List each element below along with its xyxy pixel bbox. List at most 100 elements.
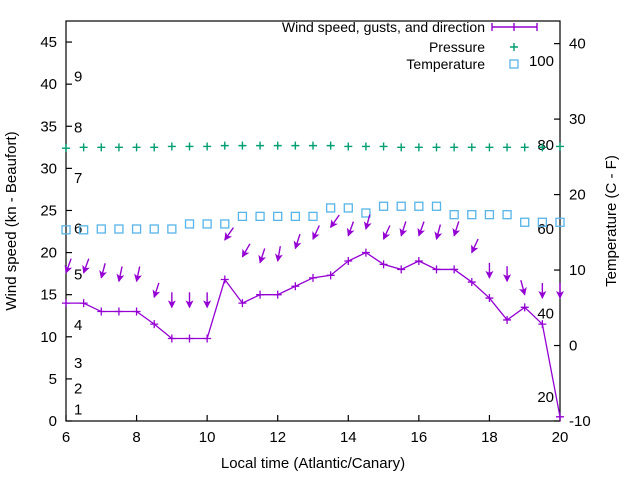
chart-legend: Wind speed, gusts, and direction Pressure…	[282, 19, 538, 72]
wind-speed-point	[503, 315, 512, 324]
wind-speed-point	[326, 271, 335, 280]
y-axis-tick-label: 0	[49, 413, 57, 430]
pressure-point	[556, 142, 564, 151]
wind-direction-arrow	[258, 248, 267, 264]
wind-direction-arrow	[399, 221, 408, 237]
temperature-point	[290, 211, 301, 222]
temperature-point	[431, 201, 442, 211]
pressure-point	[97, 143, 106, 152]
wind-speed-point	[344, 257, 353, 265]
wind-direction-arrow	[330, 214, 340, 229]
wind-speed-point	[238, 299, 247, 308]
wind-direction-arrow	[503, 266, 512, 283]
y2-axis-title: Temperature (C - F)	[603, 155, 620, 287]
wind-direction-arrow	[64, 258, 73, 274]
pressure-point	[291, 141, 300, 150]
pressure-point	[485, 143, 494, 152]
x-axis-tick-label: 12	[269, 429, 286, 446]
wind-speed-point	[150, 320, 159, 329]
wind-speed-point	[538, 320, 547, 329]
y-axis-tick-label: 20	[40, 245, 57, 262]
pressure-point	[397, 143, 406, 152]
x-axis-tick-label: 14	[340, 429, 357, 446]
x-axis-tick-label: 10	[199, 429, 216, 446]
x-axis-tick-label: 16	[411, 429, 428, 446]
wind-direction-arrow	[167, 292, 176, 309]
wind-speed-point	[132, 307, 141, 316]
wind-speed-point	[220, 275, 229, 284]
wind-direction-arrow	[152, 282, 161, 299]
x-axis-tick-label: 8	[132, 429, 140, 446]
temperature-point	[149, 224, 159, 234]
pressure-point	[414, 143, 423, 152]
pressure-point	[185, 142, 194, 151]
x-axis-tick-label: 6	[62, 429, 70, 446]
wind-speed-point	[556, 412, 564, 421]
wind-direction-arrow	[293, 233, 302, 250]
wind-direction-arrow	[185, 292, 194, 309]
fahrenheit-label: 60	[537, 221, 554, 238]
y2-axis-tick-label: 10	[569, 262, 586, 279]
beaufort-label: 1	[74, 401, 82, 418]
legend-marker-wind	[491, 23, 538, 31]
plot-border	[65, 20, 561, 422]
wind-direction-arrow	[417, 221, 426, 237]
wind-speed-point	[114, 307, 123, 316]
fahrenheit-label: 100	[529, 53, 554, 70]
wind-speed-point	[291, 282, 300, 291]
wind-speed-point	[203, 334, 212, 343]
temperature-point	[414, 201, 424, 211]
beaufort-label: 4	[74, 317, 82, 334]
temperature-point	[96, 224, 106, 234]
wind-speed-point	[414, 257, 423, 265]
y-axis-title: Wind speed (kn - Beaufort)	[3, 131, 20, 310]
pressure-point	[520, 143, 529, 152]
pressure-point	[150, 143, 159, 152]
pressure-point	[309, 141, 317, 150]
wind-direction-arrow	[99, 263, 107, 279]
wind-speed-point	[256, 290, 265, 299]
temperature-point	[167, 224, 177, 234]
wind-direction-arrow	[382, 225, 391, 241]
fahrenheit-label: 40	[537, 305, 554, 322]
temperature-point	[343, 203, 353, 213]
temperature-point	[255, 211, 265, 222]
y2-axis-tick-label: 30	[569, 111, 586, 128]
legend-marker-temperature	[509, 59, 519, 69]
wind-speed-point	[467, 278, 476, 287]
wind-speed-point	[309, 273, 317, 282]
temperature-series	[61, 201, 565, 235]
wind-speed-point	[485, 294, 494, 303]
wind-direction-arrow	[82, 258, 90, 274]
pressure-point	[379, 142, 388, 151]
beaufort-label: 5	[74, 267, 82, 284]
temperature-point	[114, 224, 124, 234]
pressure-point	[238, 141, 247, 150]
pressure-point	[326, 141, 335, 150]
pressure-point	[132, 143, 141, 152]
wind-direction-arrow	[519, 280, 527, 296]
pressure-point	[220, 141, 229, 150]
wind-direction-arrow	[363, 214, 372, 230]
pressure-point	[62, 144, 70, 153]
x-axis-title: Local time (Atlantic/Canary)	[221, 455, 405, 472]
wind-direction-arrow	[556, 283, 564, 300]
legend-label-1: Pressure	[429, 39, 485, 55]
temperature-point	[237, 211, 248, 222]
temperature-point	[555, 217, 565, 227]
beaufort-label: 7	[74, 170, 82, 187]
y-axis-tick-label: 25	[40, 202, 57, 219]
beaufort-label: 3	[74, 355, 82, 372]
temperature-point	[361, 208, 371, 218]
wind-direction-arrow	[538, 283, 547, 300]
temperature-point	[202, 219, 212, 229]
x-axis-tick-label: 18	[481, 429, 498, 446]
y-axis-tick-label: 35	[40, 118, 57, 135]
beaufort-label: 8	[74, 119, 82, 136]
wind-direction-arrow	[434, 224, 443, 241]
wind-direction-arrow	[312, 225, 320, 241]
wind-speed-point	[361, 248, 370, 257]
wind-direction-arrow	[274, 246, 283, 262]
